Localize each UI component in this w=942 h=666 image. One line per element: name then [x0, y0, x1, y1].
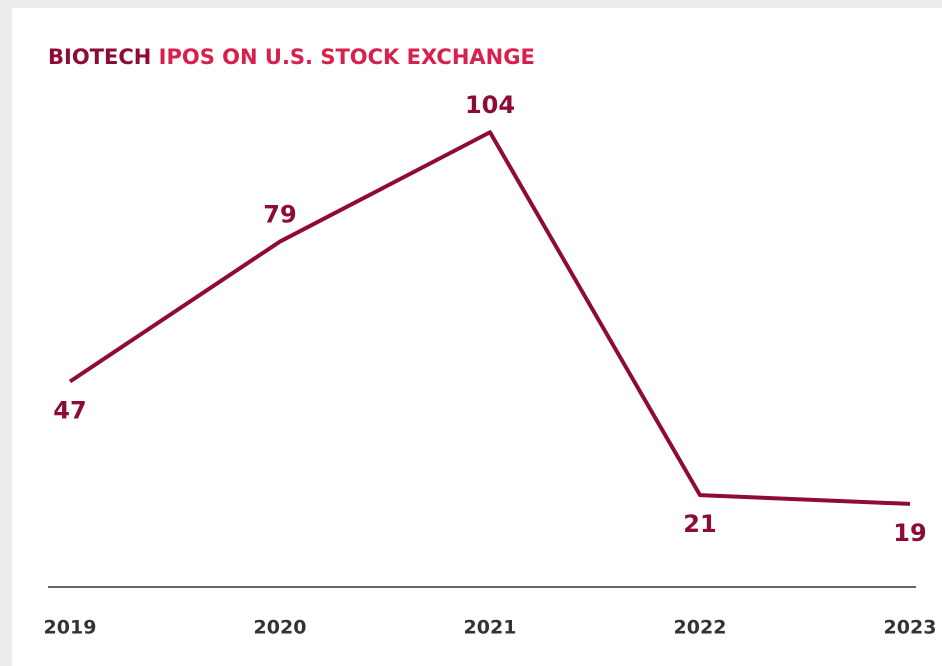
x-tick-label: 2023	[884, 617, 937, 639]
chart-title: BIOTECH IPOS ON U.S. STOCK EXCHANGE	[48, 45, 535, 69]
line	[68, 130, 911, 506]
title-text: IPOS ON U.S. STOCK EXCHANGE	[159, 45, 535, 69]
panel	[12, 8, 942, 666]
title-highlight: BIOTECH	[48, 45, 151, 69]
x-tick-label: 2021	[464, 617, 517, 639]
data-label: 104	[465, 91, 515, 119]
data-label: 47	[53, 396, 86, 424]
x-tick-label: 2022	[674, 617, 727, 639]
data-label: 19	[893, 519, 926, 547]
data-label: 79	[263, 201, 296, 229]
x-tick-label: 2020	[254, 617, 307, 639]
data-label: 21	[683, 510, 716, 538]
x-tick-label: 2019	[44, 617, 97, 639]
